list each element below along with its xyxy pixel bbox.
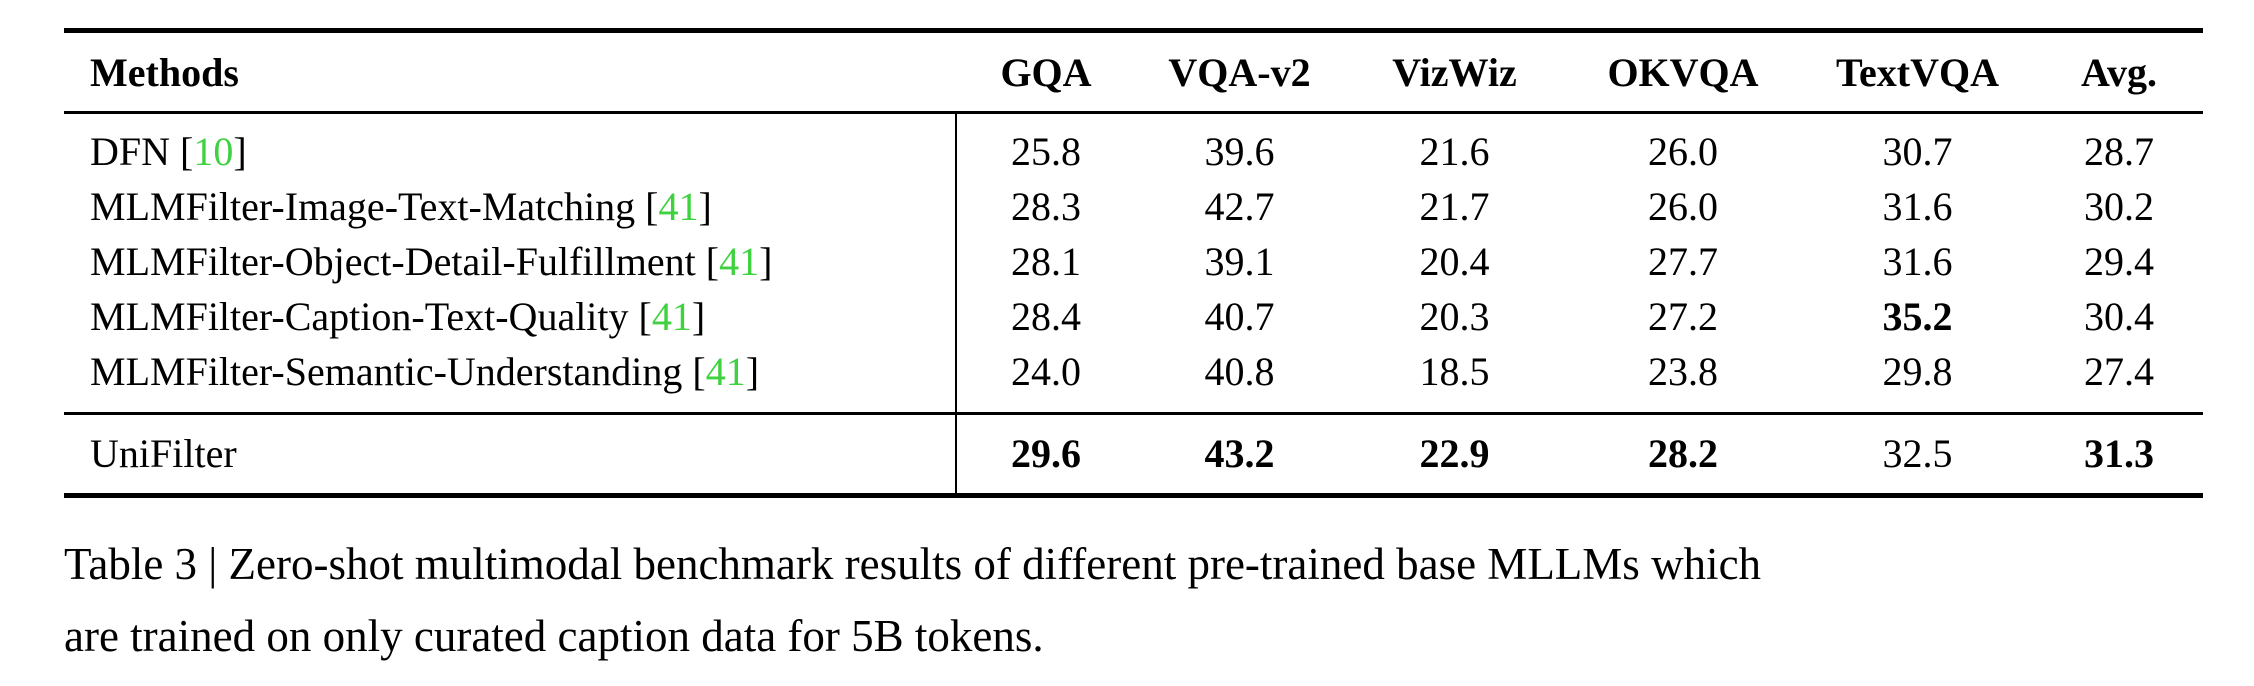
top-rule [64, 28, 2203, 33]
cell-okvqa: 27.2 [1648, 294, 1718, 339]
header-avg: Avg. [2081, 50, 2157, 95]
cell-gqa: 24.0 [1011, 349, 1081, 394]
bottom-rule [64, 493, 2203, 498]
method-label: MLMFilter-Caption-Text-Quality [90, 294, 629, 339]
header-textvqa: TextVQA [1836, 50, 1999, 95]
citation-bracket: [ [695, 239, 720, 284]
cell-okvqa: 26.0 [1648, 184, 1718, 229]
cell-gqa: 25.8 [1011, 129, 1081, 174]
cell-okvqa: 23.8 [1648, 349, 1718, 394]
table-row: DFN [10] 25.8 39.6 21.6 26.0 30.7 28.7 [64, 124, 2203, 179]
caption-line-1: Table 3 | Zero-shot multimodal benchmark… [64, 539, 1762, 589]
cell-vizwiz: 22.9 [1419, 431, 1490, 476]
cell-textvqa: 30.7 [1882, 129, 1953, 174]
cell-avg: 29.4 [2084, 239, 2154, 284]
cell-textvqa: 31.6 [1882, 239, 1953, 284]
table-row: MLMFilter-Semantic-Understanding [41] 24.… [64, 344, 2203, 399]
cell-vqa-v2: 40.7 [1204, 294, 1275, 339]
cell-vizwiz: 21.6 [1419, 129, 1490, 174]
citation-bracket: [ [628, 294, 652, 339]
citation-link[interactable]: 41 [705, 349, 746, 394]
method-label: MLMFilter-Object-Detail-Fulfillment [90, 239, 696, 284]
method-name: UniFilter [90, 426, 237, 481]
method-label: MLMFilter-Image-Text-Matching [90, 184, 636, 229]
cell-gqa: 29.6 [1011, 431, 1081, 476]
cell-vizwiz: 20.4 [1419, 239, 1490, 284]
cell-textvqa: 29.8 [1882, 349, 1953, 394]
caption-line-2: are trained on only curated caption data… [64, 611, 1044, 661]
cell-okvqa: 28.2 [1648, 431, 1718, 476]
cell-avg: 30.2 [2084, 184, 2154, 229]
table-caption: Table 3 | Zero-shot multimodal benchmark… [64, 528, 2214, 672]
cell-okvqa: 27.7 [1648, 239, 1718, 284]
header-rule [64, 111, 2203, 114]
citation-bracket: [ [635, 184, 659, 229]
cell-gqa: 28.3 [1011, 184, 1081, 229]
cell-okvqa: 26.0 [1648, 129, 1718, 174]
cell-gqa: 28.4 [1011, 294, 1081, 339]
citation-link[interactable]: 41 [651, 294, 692, 339]
cell-textvqa: 35.2 [1882, 294, 1953, 339]
cell-vqa-v2: 42.7 [1204, 184, 1275, 229]
header-methods: Methods [90, 50, 239, 95]
citation-link[interactable]: 10 [193, 129, 234, 174]
method-name: MLMFilter-Semantic-Understanding [41] [90, 344, 759, 399]
cell-vqa-v2: 39.1 [1204, 239, 1275, 284]
table-row: MLMFilter-Caption-Text-Quality [41] 28.4 4… [64, 289, 2203, 344]
cell-avg: 28.7 [2084, 129, 2154, 174]
citation-link[interactable]: 41 [658, 184, 699, 229]
group-rule [64, 412, 2203, 415]
cell-avg: 27.4 [2084, 349, 2154, 394]
citation-link[interactable]: 41 [719, 239, 760, 284]
header-okvqa: OKVQA [1607, 50, 1759, 95]
header-gqa: GQA [1000, 50, 1092, 95]
cell-vizwiz: 18.5 [1419, 349, 1490, 394]
cell-vqa-v2: 40.8 [1204, 349, 1275, 394]
table-row: UniFilter 29.6 43.2 22.9 28.2 32.5 31.3 [64, 426, 2203, 481]
column-divider [955, 113, 957, 498]
method-name: DFN [10] [90, 124, 247, 179]
citation-bracket: [ [682, 349, 706, 394]
table-row: MLMFilter-Image-Text-Matching [41] 28.3 42… [64, 179, 2203, 234]
method-name: MLMFilter-Caption-Text-Quality [41] [90, 289, 705, 344]
cell-textvqa: 31.6 [1882, 184, 1953, 229]
cell-textvqa: 32.5 [1882, 431, 1953, 476]
method-label: DFN [90, 129, 171, 174]
header-vqa-v2: VQA-v2 [1168, 50, 1311, 95]
table-header-row: Methods GQA VQA-v2 VizWiz OKVQA TextVQA Avg. [64, 45, 2203, 100]
method-label: UniFilter [90, 431, 237, 476]
citation-bracket: ] [759, 239, 773, 284]
cell-avg: 30.4 [2084, 294, 2154, 339]
cell-avg: 31.3 [2084, 431, 2154, 476]
citation-bracket: ] [745, 349, 760, 394]
method-name: MLMFilter-Image-Text-Matching [41] [90, 179, 712, 234]
cell-vqa-v2: 39.6 [1204, 129, 1275, 174]
citation-bracket: ] [691, 294, 706, 339]
cell-vqa-v2: 43.2 [1204, 431, 1275, 476]
method-name: MLMFilter-Object-Detail-Fulfillment [41] [90, 234, 772, 289]
citation-bracket: ] [233, 129, 247, 174]
cell-gqa: 28.1 [1011, 239, 1081, 284]
method-label: MLMFilter-Semantic-Understanding [90, 349, 683, 394]
citation-bracket: ] [698, 184, 712, 229]
table-row: MLMFilter-Object-Detail-Fulfillment [41]… [64, 234, 2203, 289]
header-vizwiz: VizWiz [1392, 50, 1517, 95]
cell-vizwiz: 20.3 [1419, 294, 1490, 339]
citation-bracket: [ [170, 129, 194, 174]
cell-vizwiz: 21.7 [1419, 184, 1490, 229]
